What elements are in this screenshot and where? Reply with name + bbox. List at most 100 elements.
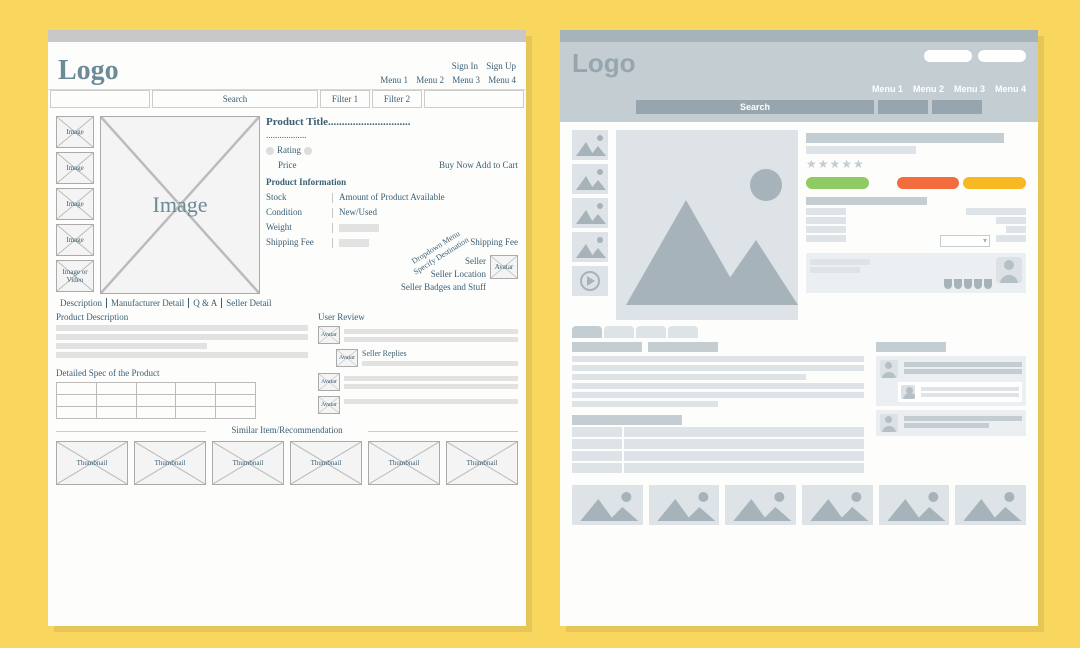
wishlist-button[interactable] (963, 177, 1026, 189)
thumb-image[interactable]: Image (56, 116, 94, 148)
thumb-image[interactable] (572, 164, 608, 194)
review-block: User Review Avatar Avatar Seller Replies… (318, 312, 518, 419)
lower-section: Product Description Detailed Spec of the… (48, 312, 526, 419)
menu-item[interactable]: Menu 2 (416, 75, 444, 85)
similar-thumb[interactable] (649, 485, 720, 525)
spec-row (572, 463, 864, 473)
review-box (876, 356, 1026, 406)
signup-pill[interactable] (978, 50, 1026, 62)
mockup-thumbs (572, 130, 608, 320)
signup-link[interactable]: Sign Up (486, 61, 516, 71)
spec-label: Detailed Spec of the Product (56, 368, 308, 378)
filter-box[interactable] (932, 100, 982, 114)
wireframe-search-row: Search Filter 1 Filter 2 (48, 90, 526, 108)
similar-thumb[interactable] (725, 485, 796, 525)
tab-qa[interactable]: Q & A (189, 298, 222, 308)
thumb-image[interactable]: Image (56, 152, 94, 184)
thumb-video[interactable]: Image or Video (56, 260, 94, 292)
reply-avatar-icon (901, 385, 915, 399)
menu-item[interactable]: Menu 4 (488, 75, 516, 85)
similar-row: Thumbnail Thumbnail Thumbnail Thumbnail … (56, 441, 518, 485)
review-item: Avatar (318, 396, 518, 414)
wireframe-logo: Logo (58, 55, 374, 87)
thumb-image[interactable] (572, 130, 608, 160)
seller-badges: Seller Badges and Stuff (401, 281, 486, 294)
similar-thumbnail[interactable]: Thumbnail (446, 441, 518, 485)
filter-1[interactable]: Filter 1 (320, 90, 370, 108)
mockup-page: Logo Menu 1 Menu 2 Menu 3 Menu 4 Search (560, 30, 1038, 626)
menu-item[interactable]: Menu 4 (995, 84, 1026, 94)
signin-link[interactable]: Sign In (452, 61, 478, 71)
thumb-image[interactable] (572, 232, 608, 262)
similar-thumb[interactable] (572, 485, 643, 525)
mockup-topbar (560, 30, 1038, 42)
menu-item[interactable]: Menu 1 (380, 75, 408, 85)
add-to-cart-button[interactable]: Add to Cart (476, 160, 519, 170)
review-avatar-icon (880, 360, 898, 378)
review-avatar: Avatar (318, 396, 340, 414)
weight-value (339, 224, 379, 232)
description-label: Product Description (56, 312, 308, 322)
thumb-image[interactable]: Image (56, 224, 94, 256)
search-pad-right (424, 90, 524, 108)
wireframe-header: Logo Sign In Sign Up Menu 1 Menu 2 Menu … (48, 44, 526, 90)
search-input[interactable]: Search (636, 100, 874, 114)
description-block: Product Description Detailed Spec of the… (56, 312, 308, 419)
menu-item[interactable]: Menu 3 (954, 84, 985, 94)
thumb-video[interactable] (572, 266, 608, 296)
main-image-label: Image (153, 192, 208, 218)
review-avatar: Avatar (318, 373, 340, 391)
spec-row (572, 427, 864, 437)
mockup-similar (560, 479, 1038, 535)
similar-thumbnail[interactable]: Thumbnail (290, 441, 362, 485)
mockup-description (572, 342, 864, 475)
cart-button[interactable] (897, 177, 960, 189)
menu-item[interactable]: Menu 3 (452, 75, 480, 85)
tab[interactable] (636, 326, 666, 338)
mockup-tabs (560, 320, 1038, 338)
mockup-search-row: Search (560, 100, 1038, 122)
similar-thumb[interactable] (879, 485, 950, 525)
search-input[interactable]: Search (152, 90, 318, 108)
stock-label: Stock (266, 191, 326, 204)
buy-now-button[interactable]: Buy Now (439, 160, 474, 170)
filter-2[interactable]: Filter 2 (372, 90, 422, 108)
condition-label: Condition (266, 206, 326, 219)
buy-button[interactable] (806, 177, 869, 189)
thumb-image[interactable] (572, 198, 608, 228)
product-title: Product Title (266, 116, 328, 128)
signin-pill[interactable] (924, 50, 972, 62)
menu-item[interactable]: Menu 1 (872, 84, 903, 94)
similar-thumbnail[interactable]: Thumbnail (56, 441, 128, 485)
similar-header: Similar Item/Recommendation (56, 425, 518, 435)
spec-row (572, 451, 864, 461)
thumb-image[interactable]: Image (56, 188, 94, 220)
tab-manufacturer[interactable]: Manufacturer Detail (107, 298, 189, 308)
similar-section: Similar Item/Recommendation Thumbnail Th… (48, 425, 526, 485)
similar-thumbnail[interactable]: Thumbnail (368, 441, 440, 485)
review-item: Avatar (318, 326, 518, 345)
similar-thumbnail[interactable]: Thumbnail (134, 441, 206, 485)
tab-description[interactable]: Description (56, 298, 107, 308)
mockup-main-image (616, 130, 798, 320)
stock-value: Amount of Product Available (339, 191, 445, 204)
tab-seller[interactable]: Seller Detail (222, 298, 275, 308)
tab[interactable] (604, 326, 634, 338)
filter-box[interactable] (878, 100, 928, 114)
similar-thumb[interactable] (802, 485, 873, 525)
product-info: Product Title...........................… (266, 116, 518, 294)
tab[interactable] (572, 326, 602, 338)
similar-thumbnail[interactable]: Thumbnail (212, 441, 284, 485)
product-info-header: Product Information (266, 176, 518, 189)
wireframe-topbar (48, 30, 526, 42)
tab[interactable] (668, 326, 698, 338)
seller-avatar-icon[interactable] (996, 257, 1022, 283)
dropdown[interactable]: ▾ (940, 235, 990, 247)
search-pad (50, 90, 150, 108)
similar-thumb[interactable] (955, 485, 1026, 525)
auth-pills (924, 50, 1026, 62)
seller-avatar[interactable]: Avatar (490, 255, 518, 279)
seller-block: Seller Seller Location Seller Badges and… (266, 255, 518, 294)
star-rating-icon: ★★★★★ (806, 157, 1026, 171)
menu-item[interactable]: Menu 2 (913, 84, 944, 94)
